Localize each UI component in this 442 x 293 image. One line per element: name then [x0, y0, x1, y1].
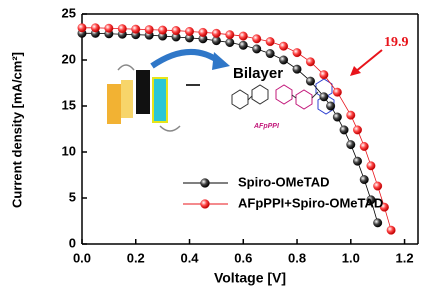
data-point [90, 23, 100, 33]
data-point [238, 31, 248, 41]
x-tick-label: 1.2 [396, 250, 414, 265]
annotation-value: 19.9 [384, 35, 409, 50]
data-point [279, 55, 289, 65]
data-point [319, 70, 329, 80]
x-tick-label: 0.0 [73, 250, 91, 265]
layer-au [186, 84, 200, 86]
data-point [117, 24, 127, 34]
data-point [366, 161, 376, 171]
data-point [252, 34, 262, 44]
data-point [326, 101, 336, 111]
annotation-arrowhead [350, 66, 361, 76]
y-tick-label: 25 [62, 5, 76, 20]
x-axis-label: Voltage [V] [214, 270, 286, 286]
data-point [373, 181, 383, 191]
data-point [373, 218, 383, 228]
legend-marker [200, 199, 210, 209]
data-point [292, 64, 302, 74]
inset-diagram [96, 62, 228, 132]
data-point [386, 225, 396, 235]
legend-label: AFpPPI+Spiro-OMeTAD [238, 195, 383, 210]
data-point [306, 57, 315, 67]
data-point [319, 92, 329, 102]
data-point [158, 25, 168, 35]
annotation-bilayer: Bilayer [233, 65, 283, 82]
data-point [77, 23, 87, 33]
data-point [353, 125, 362, 135]
data-point [238, 40, 248, 50]
x-tick-label: 0.6 [234, 250, 252, 265]
data-point [366, 195, 376, 205]
legend-marker [200, 178, 210, 188]
y-tick-label: 15 [62, 97, 76, 112]
data-point [104, 23, 114, 33]
data-point [306, 76, 315, 86]
x-tick-label: 0.4 [180, 250, 199, 265]
data-point [131, 24, 141, 34]
data-point [292, 48, 302, 58]
data-point [265, 49, 275, 59]
legend-label: Spiro-OMeTAD [238, 174, 329, 189]
y-tick-label: 20 [62, 51, 76, 66]
data-point [339, 125, 349, 135]
y-tick-label: 5 [69, 189, 76, 204]
x-tick-label: 0.8 [288, 250, 306, 265]
layer-ito [107, 84, 121, 124]
data-point [332, 112, 342, 122]
y-tick-label: 0 [69, 235, 76, 250]
bilayer-arrowhead [212, 52, 230, 70]
data-point [379, 202, 389, 212]
layer-spiro [152, 77, 168, 123]
inset-arrow [159, 125, 181, 132]
x-tick-label: 0.2 [127, 250, 145, 265]
data-point [198, 27, 208, 37]
annotation-arrow [354, 49, 383, 73]
molecule [231, 78, 335, 115]
data-point [359, 142, 369, 151]
data-point [279, 41, 289, 51]
data-point [171, 26, 181, 36]
data-point [185, 27, 194, 36]
data-point [332, 87, 342, 97]
annotation-molecule: AFpPPI [253, 123, 280, 130]
inset-arrow [117, 64, 135, 71]
y-tick-label: 10 [62, 143, 76, 158]
data-point [359, 175, 369, 185]
data-point [346, 110, 356, 120]
y-axis-label: Current density [mA/cm²] [9, 52, 24, 208]
data-point [144, 25, 154, 35]
layer-perovskite [136, 70, 150, 114]
data-point [225, 38, 235, 47]
data-point [252, 44, 262, 54]
data-point [265, 37, 275, 47]
data-point [211, 28, 221, 38]
data-point [353, 156, 362, 166]
layer-tio2 [121, 80, 133, 118]
data-point [225, 30, 235, 40]
x-tick-label: 1.0 [342, 250, 360, 265]
data-point [346, 140, 356, 150]
